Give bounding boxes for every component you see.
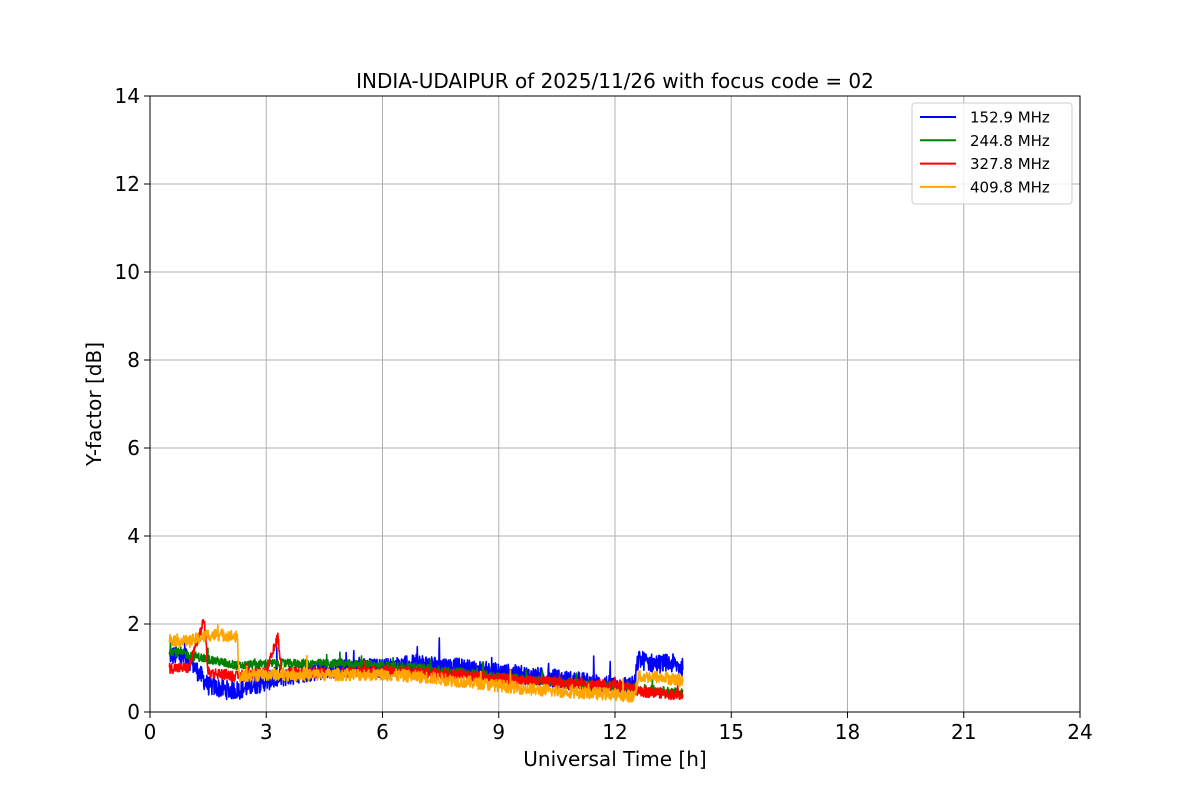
legend-label: 409.8 MHz [970,178,1050,196]
y-tick-label: 12 [115,172,140,196]
legend-label: 152.9 MHz [970,109,1050,127]
x-axis-label: Universal Time [h] [523,747,706,771]
y-axis-label: Y-factor [dB] [82,342,106,467]
chart-title: INDIA-UDAIPUR of 2025/11/26 with focus c… [356,69,874,93]
x-tick-label: 12 [602,720,627,744]
x-tick-label: 3 [260,720,273,744]
series-layer [168,618,684,703]
y-tick-label: 10 [115,260,140,284]
x-tick-label: 9 [492,720,505,744]
x-tick-label: 0 [144,720,157,744]
series-line-409-8-mhz [168,623,684,703]
x-tick-label: 24 [1067,720,1092,744]
x-tick-label: 18 [835,720,860,744]
x-tick-label: 6 [376,720,389,744]
y-tick-label: 14 [115,84,140,108]
y-tick-label: 2 [127,612,140,636]
y-tick-label: 8 [127,348,140,372]
x-tick-label: 21 [951,720,976,744]
x-tick-label: 15 [719,720,744,744]
y-tick-label: 6 [127,436,140,460]
legend-box [911,102,1073,205]
legend-label: 244.8 MHz [970,132,1050,150]
legend-label: 327.8 MHz [970,155,1050,173]
legend: 152.9 MHz 244.8 MHz 327.8 MHz 409.8 MHz [911,102,1073,205]
y-tick-label: 4 [127,524,140,548]
y-tick-label: 0 [127,700,140,724]
